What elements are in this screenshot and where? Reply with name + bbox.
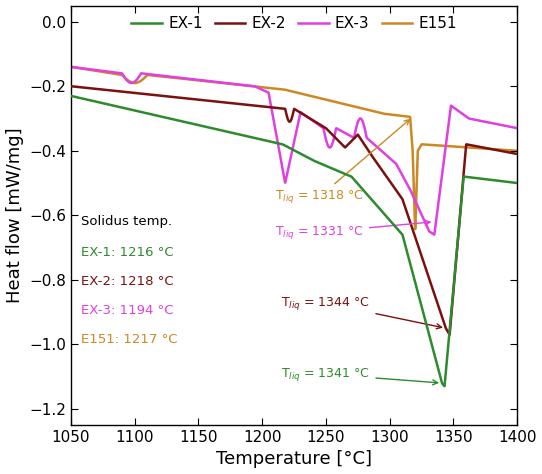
EX-2: [119, 89, 125, 94]
EX-3: [68, 64, 74, 70]
EX-1: [239, 132, 246, 138]
Text: Solidus temp.: Solidus temp.: [81, 215, 172, 228]
EX-1: [505, 179, 512, 185]
Text: T$_{liq}$ = 1318 °C: T$_{liq}$ = 1318 °C: [275, 120, 409, 205]
EX-3: [457, 109, 464, 115]
EX-2: [239, 101, 246, 107]
EX-2: [514, 151, 520, 157]
EX-1: [514, 180, 520, 186]
EX-2: [145, 91, 152, 97]
X-axis label: Temperature [°C]: Temperature [°C]: [216, 450, 372, 468]
EX-1: [145, 111, 152, 117]
EX-1: [119, 105, 125, 110]
Y-axis label: Heat flow [mW/mg]: Heat flow [mW/mg]: [5, 128, 23, 303]
EX-3: [119, 71, 125, 76]
Text: T$_{liq}$ = 1344 °C: T$_{liq}$ = 1344 °C: [281, 295, 442, 329]
EX-2: [457, 207, 464, 212]
EX-3: [239, 82, 246, 88]
EX-1: [441, 383, 448, 389]
Text: EX-3: 1194 °C: EX-3: 1194 °C: [81, 304, 173, 317]
Text: E151: 1217 °C: E151: 1217 °C: [81, 333, 178, 346]
Text: EX-2: 1218 °C: EX-2: 1218 °C: [81, 275, 174, 288]
E151: [457, 144, 464, 150]
Line: E151: E151: [71, 67, 517, 229]
Line: EX-1: EX-1: [71, 96, 517, 386]
EX-2: [68, 83, 74, 89]
Line: EX-3: EX-3: [71, 67, 517, 235]
E151: [145, 72, 152, 78]
EX-3: [514, 125, 520, 131]
Text: EX-1: 1216 °C: EX-1: 1216 °C: [81, 246, 174, 259]
E151: [119, 72, 125, 78]
EX-2: [258, 103, 264, 109]
EX-3: [145, 71, 152, 77]
Text: T$_{liq}$ = 1341 °C: T$_{liq}$ = 1341 °C: [281, 366, 437, 385]
E151: [258, 84, 264, 90]
E151: [505, 147, 512, 153]
EX-1: [457, 208, 464, 214]
EX-3: [431, 232, 437, 237]
E151: [412, 226, 418, 232]
EX-3: [505, 124, 512, 129]
E151: [239, 82, 246, 88]
E151: [514, 148, 520, 154]
EX-3: [258, 87, 264, 92]
EX-2: [505, 149, 512, 155]
Legend: EX-1, EX-2, EX-3, E151: EX-1, EX-2, EX-3, E151: [128, 13, 460, 34]
EX-2: [446, 332, 453, 337]
E151: [68, 64, 74, 70]
EX-1: [68, 93, 74, 99]
Text: T$_{liq}$ = 1331 °C: T$_{liq}$ = 1331 °C: [275, 220, 430, 241]
EX-1: [258, 137, 264, 142]
Line: EX-2: EX-2: [71, 86, 517, 335]
